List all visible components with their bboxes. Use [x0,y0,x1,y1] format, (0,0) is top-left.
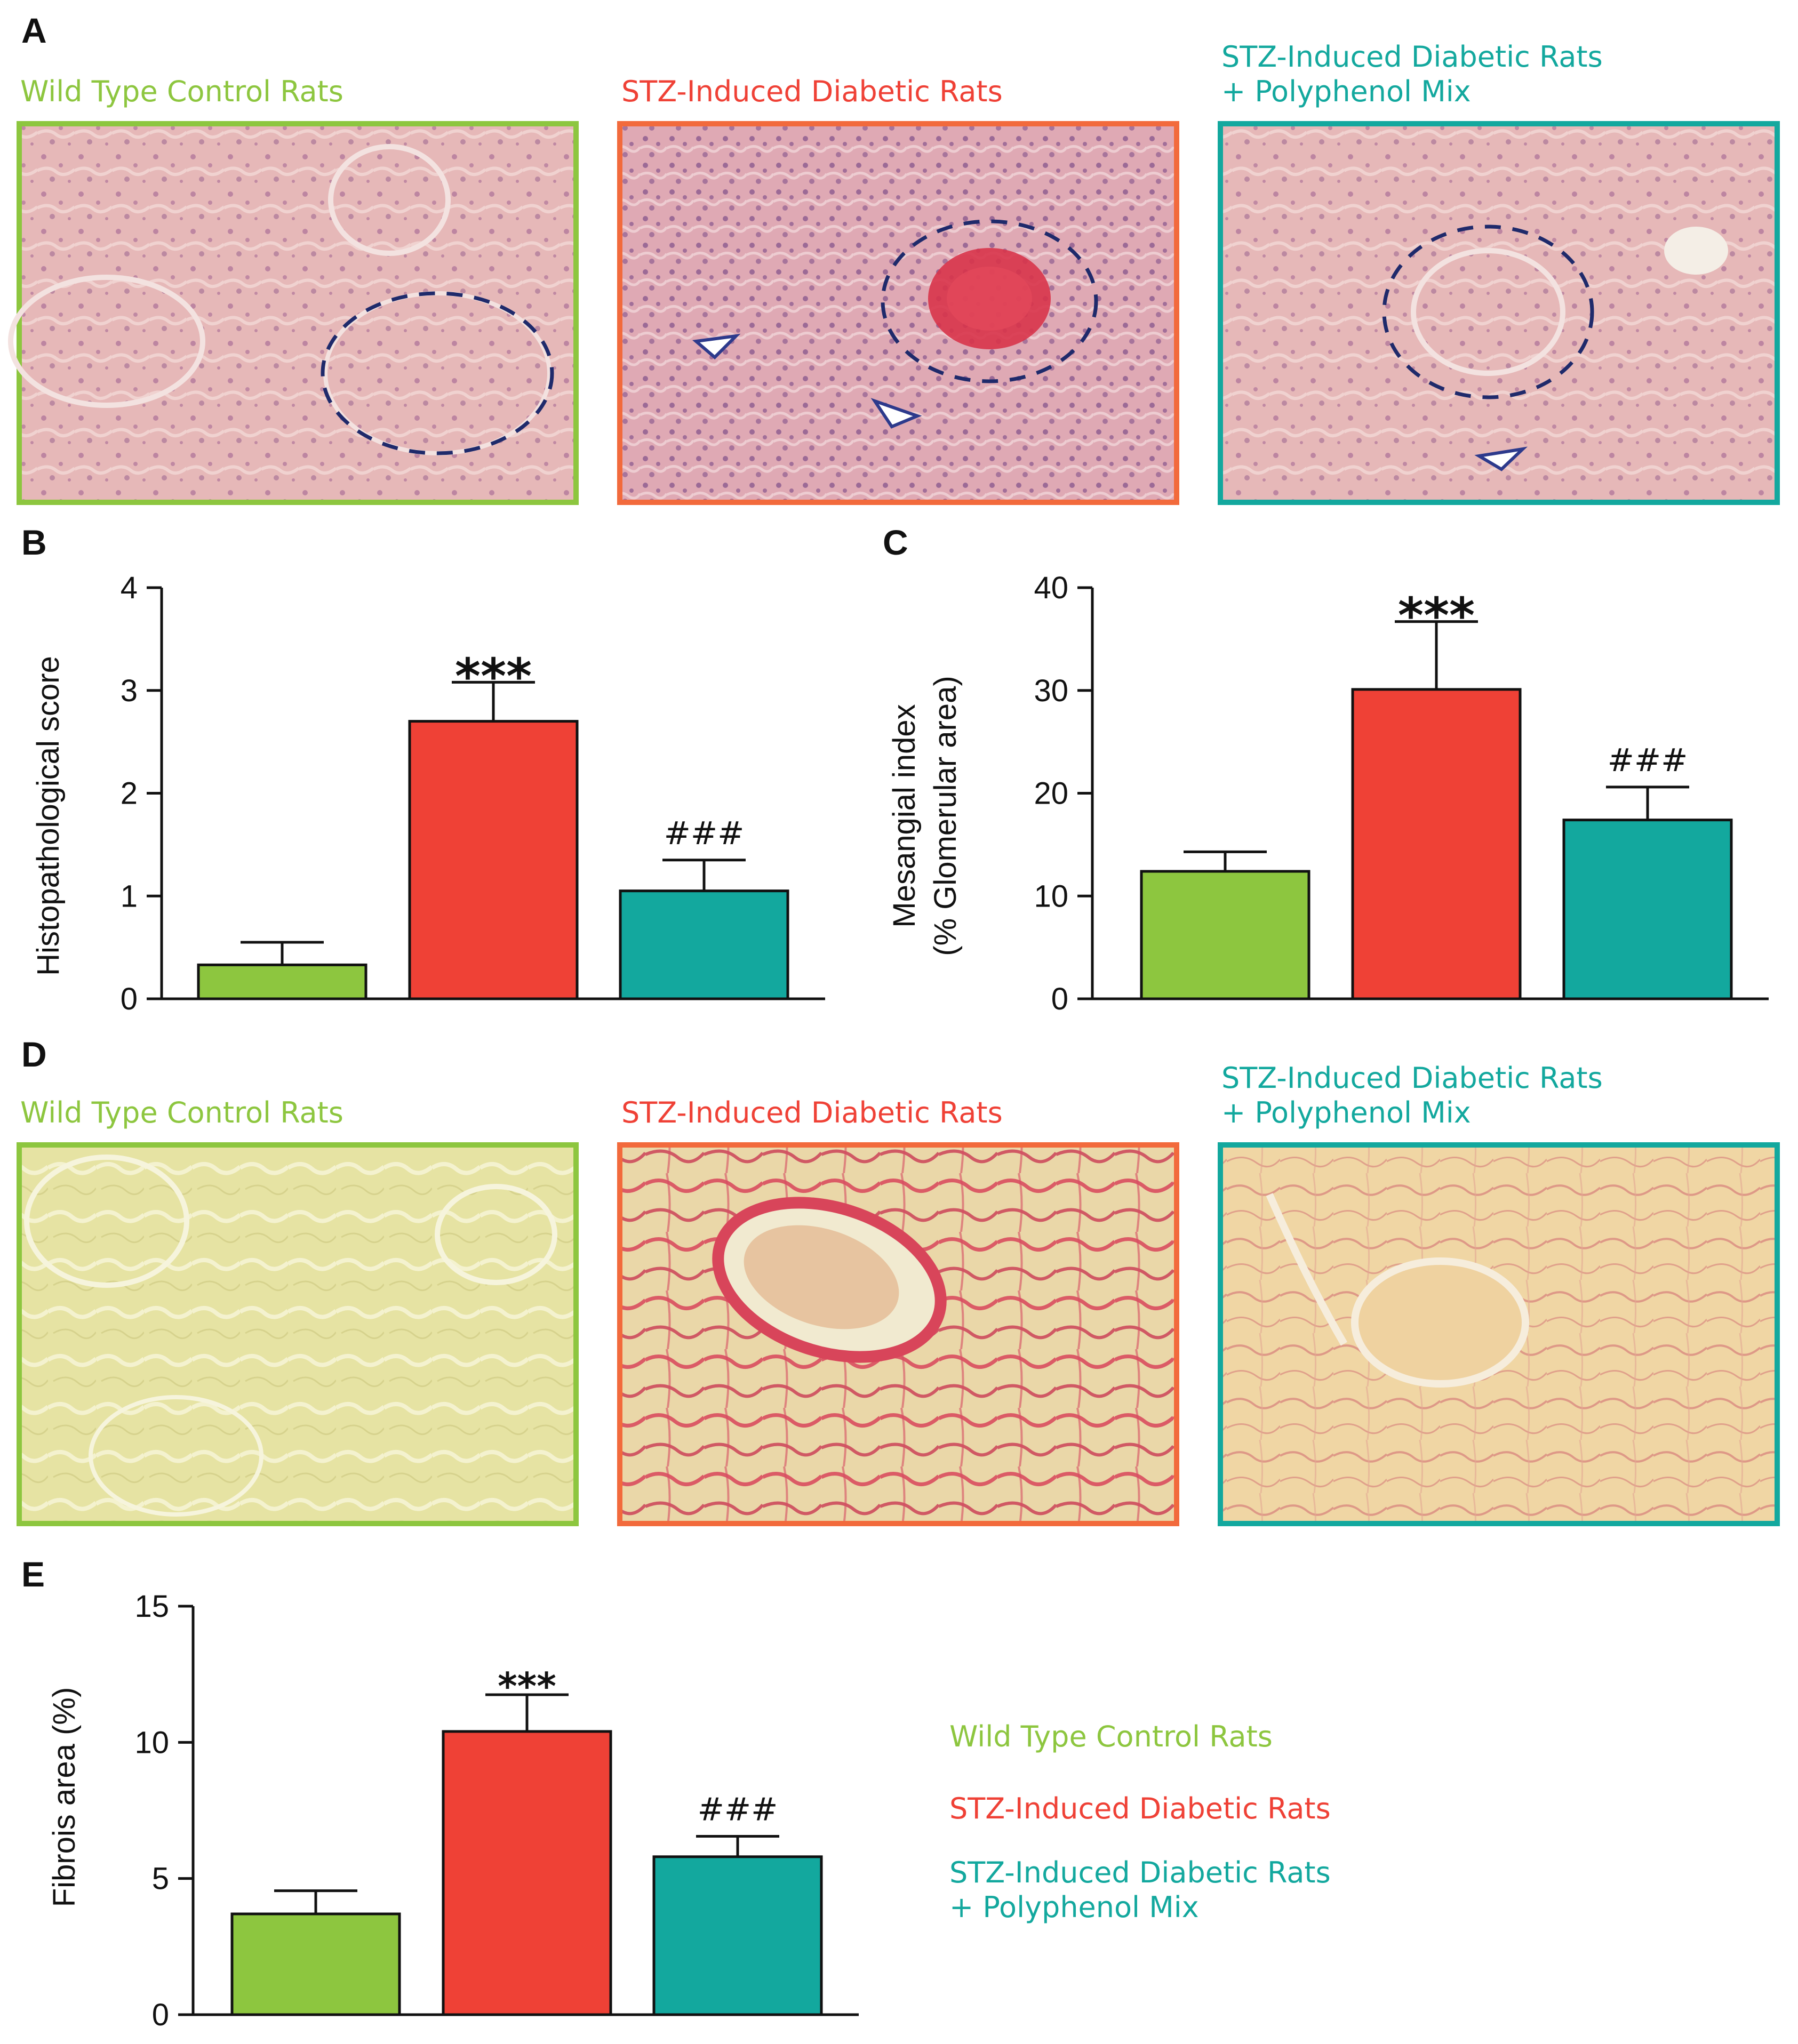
chart-b-y-tick-label: 1 [121,879,138,913]
chart-c-y-tick-label: 0 [1051,982,1068,1016]
panel-letter-c: C [883,523,908,562]
glomerulus-outline-dashed [1382,225,1594,399]
chart-c-y-tick-label: 20 [1034,776,1068,811]
chart-e-bar [442,1730,612,2016]
stz-sirius-micrograph [617,1142,1179,1526]
chart-e-ylabel: Fibrois area (%) [47,1687,82,1907]
panel-a-stz-poly-label-line1: STZ-Induced Diabetic Rats [1221,40,1603,74]
legend-item-stz-poly-line1: STZ-Induced Diabetic Rats [949,1856,1331,1889]
stz-polyphenol-he-micrograph [1218,121,1780,505]
arrowhead-icon [870,398,922,429]
chart-c-bar [1140,870,1310,1000]
panel-letter-e: E [21,1554,45,1594]
chart-b-y-tick-label: 2 [121,776,138,811]
chart-c-significance-label: *** [1398,587,1475,644]
panel-letter-b: B [21,523,47,562]
panel-a-stz-label: STZ-Induced Diabetic Rats [621,75,1003,108]
chart-b-y-tick-label: 4 [121,571,138,605]
panel-d-wild-type-label: Wild Type Control Rats [20,1096,343,1129]
chart-b-significance-label: ### [664,815,745,852]
arrowhead-icon [1474,446,1528,471]
chart-b-y-tick-label: 0 [121,982,138,1016]
panel-d-stz-poly-label-line1: STZ-Induced Diabetic Rats [1221,1061,1603,1095]
panel-letter-d: D [21,1035,47,1074]
chart-c-ylabel-line2: (% Glomerular area) [928,676,963,956]
chart-b-bar [408,720,579,1000]
wild-type-sirius-micrograph [17,1142,579,1526]
chart-c-y-tick-label: 40 [1034,571,1068,605]
legend-item-stz: STZ-Induced Diabetic Rats [949,1792,1331,1825]
chart-c-bar [1562,819,1733,1000]
panel-d-stz-poly-label-line2: + Polyphenol Mix [1221,1096,1471,1129]
chart-c-ylabel-line1: Mesangial index [887,704,922,927]
legend: Wild Type Control Rats STZ-Induced Diabe… [949,1720,1331,1924]
chart-c-y-tick-label: 30 [1034,674,1068,708]
panel-a-stz-poly-label-line2: + Polyphenol Mix [1221,75,1471,108]
chart-b-bar [197,963,367,1000]
stz-he-micrograph [617,121,1179,505]
chart-b-ylabel: Histopathological score [31,656,66,976]
chart-b: 0 1 2 3 4 *** ### [121,571,825,1016]
chart-c: 0 10 20 30 40 *** ### [1034,571,1769,1016]
legend-item-wild-type: Wild Type Control Rats [949,1720,1273,1753]
chart-e-bar [652,1855,823,2016]
chart-e-y-tick-label: 5 [152,1862,169,1896]
chart-b-y-tick-label: 3 [121,674,138,708]
panel-a-wild-type-label: Wild Type Control Rats [20,75,343,108]
chart-e-significance-label: *** [498,1664,556,1708]
stz-polyphenol-sirius-micrograph [1218,1142,1780,1526]
chart-c-bar [1351,688,1522,1000]
panel-d-stz-label: STZ-Induced Diabetic Rats [621,1096,1003,1129]
legend-item-stz-poly-line2: + Polyphenol Mix [949,1890,1199,1924]
arrowhead-icon [692,333,741,360]
chart-b-bar [619,889,789,1000]
chart-e-y-tick-label: 10 [134,1725,169,1760]
glomerulus-outline-dashed [321,291,554,455]
chart-e-y-tick-label: 0 [152,1998,169,2032]
chart-c-significance-label: ### [1608,742,1688,779]
chart-e-bar [230,1912,401,2016]
chart-e-y-tick-label: 15 [134,1589,169,1624]
chart-e-significance-label: ### [698,1791,778,1829]
chart-b-significance-label: *** [455,648,532,705]
wild-type-he-micrograph [8,121,579,505]
glomerulus-outline-dashed [881,219,1098,383]
chart-e: 0 5 10 15 *** ### [134,1589,859,2032]
panel-letter-a: A [21,11,47,50]
chart-c-y-tick-label: 10 [1034,879,1068,913]
